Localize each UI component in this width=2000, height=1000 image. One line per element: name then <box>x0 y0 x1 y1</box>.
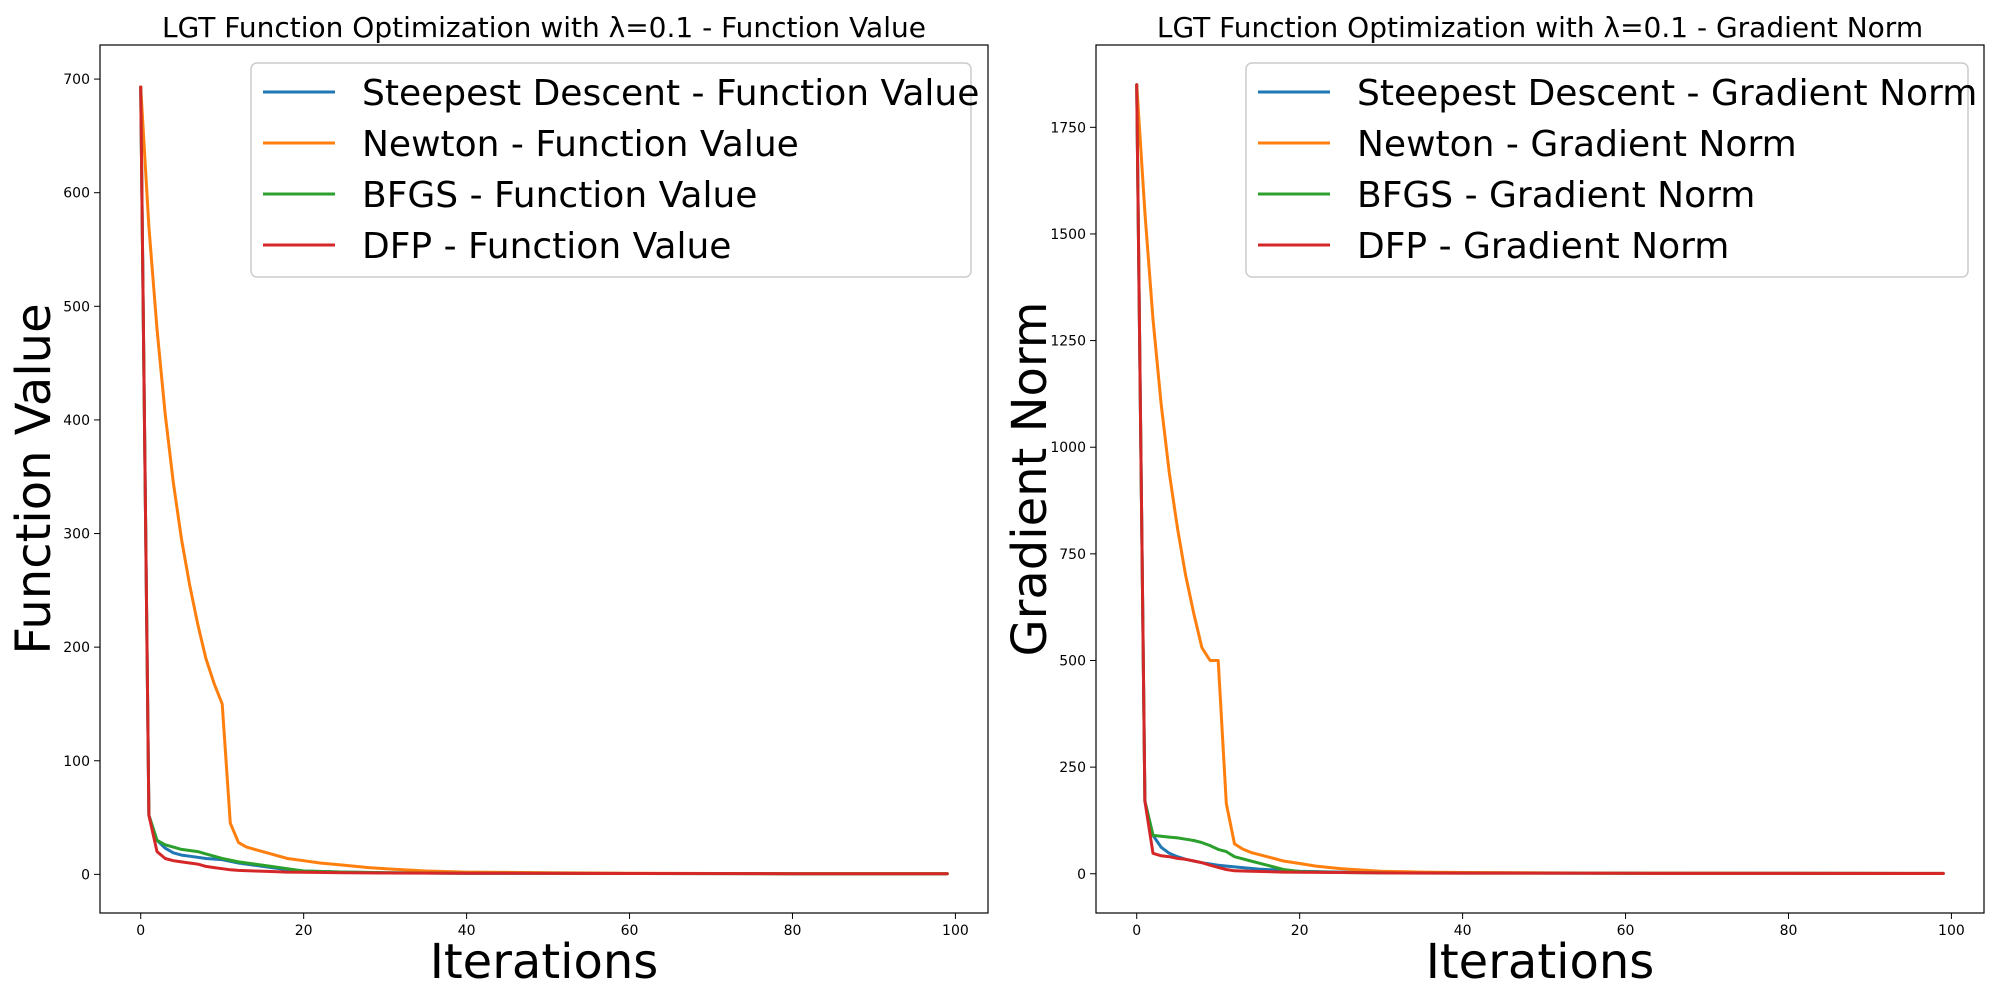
function-value-y-tick-label: 400 <box>63 413 90 429</box>
function-value-x-tick-label: 40 <box>458 923 476 939</box>
gradient-norm-legend-entry: Newton - Gradient Norm <box>1357 124 1797 165</box>
function-value-legend-entry: DFP - Function Value <box>362 226 731 267</box>
function-value-series-line-1 <box>139 85 949 876</box>
gradient-norm-x-tick-label: 20 <box>1291 923 1309 939</box>
gradient-norm-plot-area <box>1135 83 1945 875</box>
function-value-legend-entry: Newton - Function Value <box>362 124 799 165</box>
gradient-norm-legend-entry: DFP - Gradient Norm <box>1357 226 1729 267</box>
function-value-x-tick-label: 0 <box>136 923 145 939</box>
gradient-norm-chart-title: LGT Function Optimization with λ=0.1 - G… <box>1157 11 1923 44</box>
function-value-y-axis-label: Function Value <box>6 303 62 654</box>
function-value-y-tick-label: 500 <box>63 299 90 315</box>
function-value-x-axis-label: Iterations <box>430 934 659 990</box>
function-value-legend: Steepest Descent - Function Value Newton … <box>250 62 979 278</box>
gradient-norm-legend-entry: Steepest Descent - Gradient Norm <box>1357 73 1977 114</box>
gradient-norm-x-tick-label: 0 <box>1132 923 1141 939</box>
function-value-x-tick-label: 20 <box>295 923 313 939</box>
gradient-norm-x-tick-label: 60 <box>1617 923 1635 939</box>
function-value-y-tick-label: 100 <box>63 754 90 770</box>
gradient-norm-y-tick-label: 250 <box>1059 760 1086 776</box>
gradient-norm-legend-box <box>1245 62 1969 278</box>
function-value-tick-group: 0 20 40 60 80 100 0 100 200 300 400 500 600 700 <box>63 72 969 939</box>
gradient-norm-y-tick-label: 1250 <box>1050 334 1086 350</box>
gradient-norm-y-tick-label: 0 <box>1077 867 1086 883</box>
gradient-norm-x-tick-label: 80 <box>1780 923 1798 939</box>
function-value-panel: LGT Function Optimization with λ=0.1 - F… <box>6 11 989 990</box>
gradient-norm-panel: LGT Function Optimization with λ=0.1 - G… <box>1002 11 1985 990</box>
function-value-y-tick-label: 0 <box>81 867 90 883</box>
gradient-norm-y-tick-label: 750 <box>1059 547 1086 563</box>
function-value-y-tick-label: 300 <box>63 527 90 543</box>
gradient-norm-y-tick-label: 500 <box>1059 653 1086 669</box>
function-value-legend-box <box>250 62 972 278</box>
gradient-norm-y-tick-label: 1000 <box>1050 440 1086 456</box>
gradient-norm-x-tick-label: 100 <box>1938 923 1965 939</box>
gradient-norm-x-tick-label: 40 <box>1454 923 1472 939</box>
function-value-y-tick-label: 200 <box>63 640 90 656</box>
gradient-norm-legend: Steepest Descent - Gradient Norm Newton -… <box>1245 62 1977 278</box>
gradient-norm-axes-frame <box>1095 44 1985 914</box>
gradient-norm-legend-entry: BFGS - Gradient Norm <box>1357 175 1755 216</box>
function-value-plot-area <box>139 85 949 876</box>
function-value-chart-title: LGT Function Optimization with λ=0.1 - F… <box>162 11 926 44</box>
gradient-norm-x-axis-label: Iterations <box>1426 934 1655 990</box>
gradient-norm-y-tick-label: 1750 <box>1050 120 1086 136</box>
function-value-legend-entry: BFGS - Function Value <box>362 175 757 216</box>
function-value-y-tick-label: 700 <box>63 72 90 88</box>
function-value-series-line-3 <box>139 85 949 876</box>
function-value-x-tick-label: 80 <box>784 923 802 939</box>
function-value-x-tick-label: 60 <box>621 923 639 939</box>
gradient-norm-y-tick-label: 1500 <box>1050 227 1086 243</box>
function-value-x-tick-label: 100 <box>942 923 969 939</box>
gradient-norm-series-line-3 <box>1135 83 1945 875</box>
gradient-norm-y-axis-label: Gradient Norm <box>1002 301 1058 656</box>
function-value-axes-frame <box>99 44 989 914</box>
function-value-legend-entry: Steepest Descent - Function Value <box>362 73 979 114</box>
function-value-y-tick-label: 600 <box>63 186 90 202</box>
